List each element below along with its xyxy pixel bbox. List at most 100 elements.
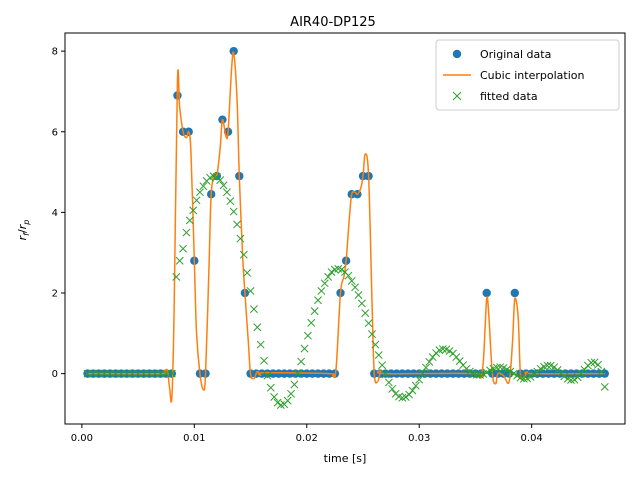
fitted-data-point: [320, 279, 329, 288]
fitted-data-point: [303, 331, 312, 340]
y-tick-label: 4: [52, 208, 58, 219]
fitted-data-point: [100, 369, 109, 378]
legend: Original data Cubic interpolation fitted…: [435, 39, 620, 111]
fitted-data-point: [145, 369, 154, 378]
fitted-data-point: [587, 358, 596, 367]
legend-box: [435, 39, 620, 111]
fitted-data-point: [378, 361, 387, 370]
fitted-data-point: [293, 369, 302, 378]
y-axis-label-main2: r: [16, 223, 29, 229]
fitted-data-point: [192, 196, 201, 205]
fitted-data-point: [290, 380, 299, 389]
fitted-data-point: [89, 369, 98, 378]
y-axis-label-sub2: p: [22, 220, 31, 226]
fitted-data-point: [287, 389, 295, 398]
fitted-data-point: [560, 372, 569, 381]
fitted-data-point: [590, 358, 599, 367]
fitted-data-point: [229, 207, 238, 216]
fitted-data-point: [273, 398, 282, 407]
fitted-data-point: [371, 340, 380, 349]
fitted-data-point: [83, 369, 92, 378]
fitted-data-point: [122, 369, 131, 378]
fitted-data-point: [418, 369, 427, 378]
fitted-data-point: [337, 265, 346, 274]
fitted-data-point: [182, 228, 191, 237]
fitted-data-point: [354, 291, 363, 299]
fitted-data-point: [384, 378, 393, 387]
fitted-data-point: [307, 318, 316, 327]
fitted-data-point: [408, 386, 417, 395]
fitted-data-point: [422, 363, 430, 372]
fitted-data-point: [317, 287, 326, 295]
fitted-data-point: [327, 268, 336, 276]
fitted-data-point: [357, 299, 366, 308]
fitted-data-point: [347, 276, 356, 285]
fitted-data-point: [297, 357, 306, 366]
x-axis-label: time [s]: [324, 452, 367, 465]
fitted-data-point: [543, 361, 552, 370]
fitted-data-point: [185, 216, 194, 225]
fitted-data-point: [263, 371, 272, 380]
fitted-data-point: [117, 369, 126, 378]
fitted-data-point: [445, 347, 454, 355]
fitted-data-point: [472, 370, 481, 379]
legend-label-fitted: fitted data: [480, 90, 538, 103]
axes: 0.00 0.01 0.02 0.03 0.04 0 2 4 6 8: [52, 47, 543, 444]
fitted-data-point: [128, 369, 137, 378]
x-tick-label: 0.04: [521, 433, 543, 444]
fitted-data-point: [314, 296, 322, 305]
plot-frame: [64, 32, 626, 425]
fitted-data-point: [381, 370, 390, 379]
y-axis-label-main: r: [16, 234, 29, 240]
fitted-data-point: [226, 197, 235, 206]
fitted-data-point: [256, 340, 265, 349]
fitted-data-point: [526, 372, 535, 381]
fitted-data-point: [189, 206, 198, 215]
fitted-data-point: [567, 376, 575, 385]
cubic-interpolation-line: [87, 51, 605, 403]
fitted-data-point: [233, 220, 242, 229]
fitted-data-point: [236, 234, 245, 243]
fitted-data-point: [570, 375, 579, 384]
fitted-data-point: [411, 381, 420, 390]
fitted-data-point: [222, 188, 231, 197]
fitted-data-point: [266, 383, 275, 392]
fitted-data-point: [162, 369, 171, 378]
fitted-data-point: [94, 369, 103, 378]
original-data-point: [510, 288, 519, 298]
fitted-data-point: [106, 369, 114, 378]
y-axis-label-slash: /: [16, 229, 29, 233]
plot-data: [83, 46, 609, 410]
fitted-data-point: [249, 305, 258, 314]
fitted-data-point: [401, 393, 410, 401]
fitted-data-point: [300, 344, 309, 353]
fitted-data-point: [324, 272, 333, 281]
fitted-data-point: [310, 307, 319, 316]
fitted-data-point: [167, 369, 176, 378]
fitted-data-point: [361, 309, 370, 318]
original-data-point: [229, 46, 238, 56]
fitted-data-point: [199, 182, 208, 191]
fitted-data-point: [438, 345, 447, 353]
fitted-data-point: [139, 369, 148, 378]
fitted-data-point: [600, 382, 609, 391]
fitted-data-point: [179, 244, 188, 253]
fitted-data-point: [270, 393, 279, 401]
x-tick-label: 0.01: [183, 433, 205, 444]
fitted-data-point: [219, 181, 228, 190]
y-tick-label: 8: [52, 47, 58, 58]
fitted-data-point: [388, 384, 397, 393]
chart-title: AIR40-DP125: [290, 15, 376, 30]
fitted-data-point: [243, 268, 252, 277]
y-axis-label-sub1: f: [22, 232, 31, 236]
fitted-data-point: [195, 188, 204, 197]
legend-marker-fitted: [452, 91, 462, 101]
fitted-data-point: [216, 176, 225, 185]
fitted-data-point: [111, 369, 120, 378]
fitted-data-point: [344, 271, 353, 280]
x-tick-label: 0.00: [71, 433, 93, 444]
fitted-data-point: [364, 319, 373, 328]
legend-marker-original: [452, 49, 462, 59]
fitted-data-point: [597, 367, 606, 376]
y-tick-label: 0: [52, 369, 58, 380]
